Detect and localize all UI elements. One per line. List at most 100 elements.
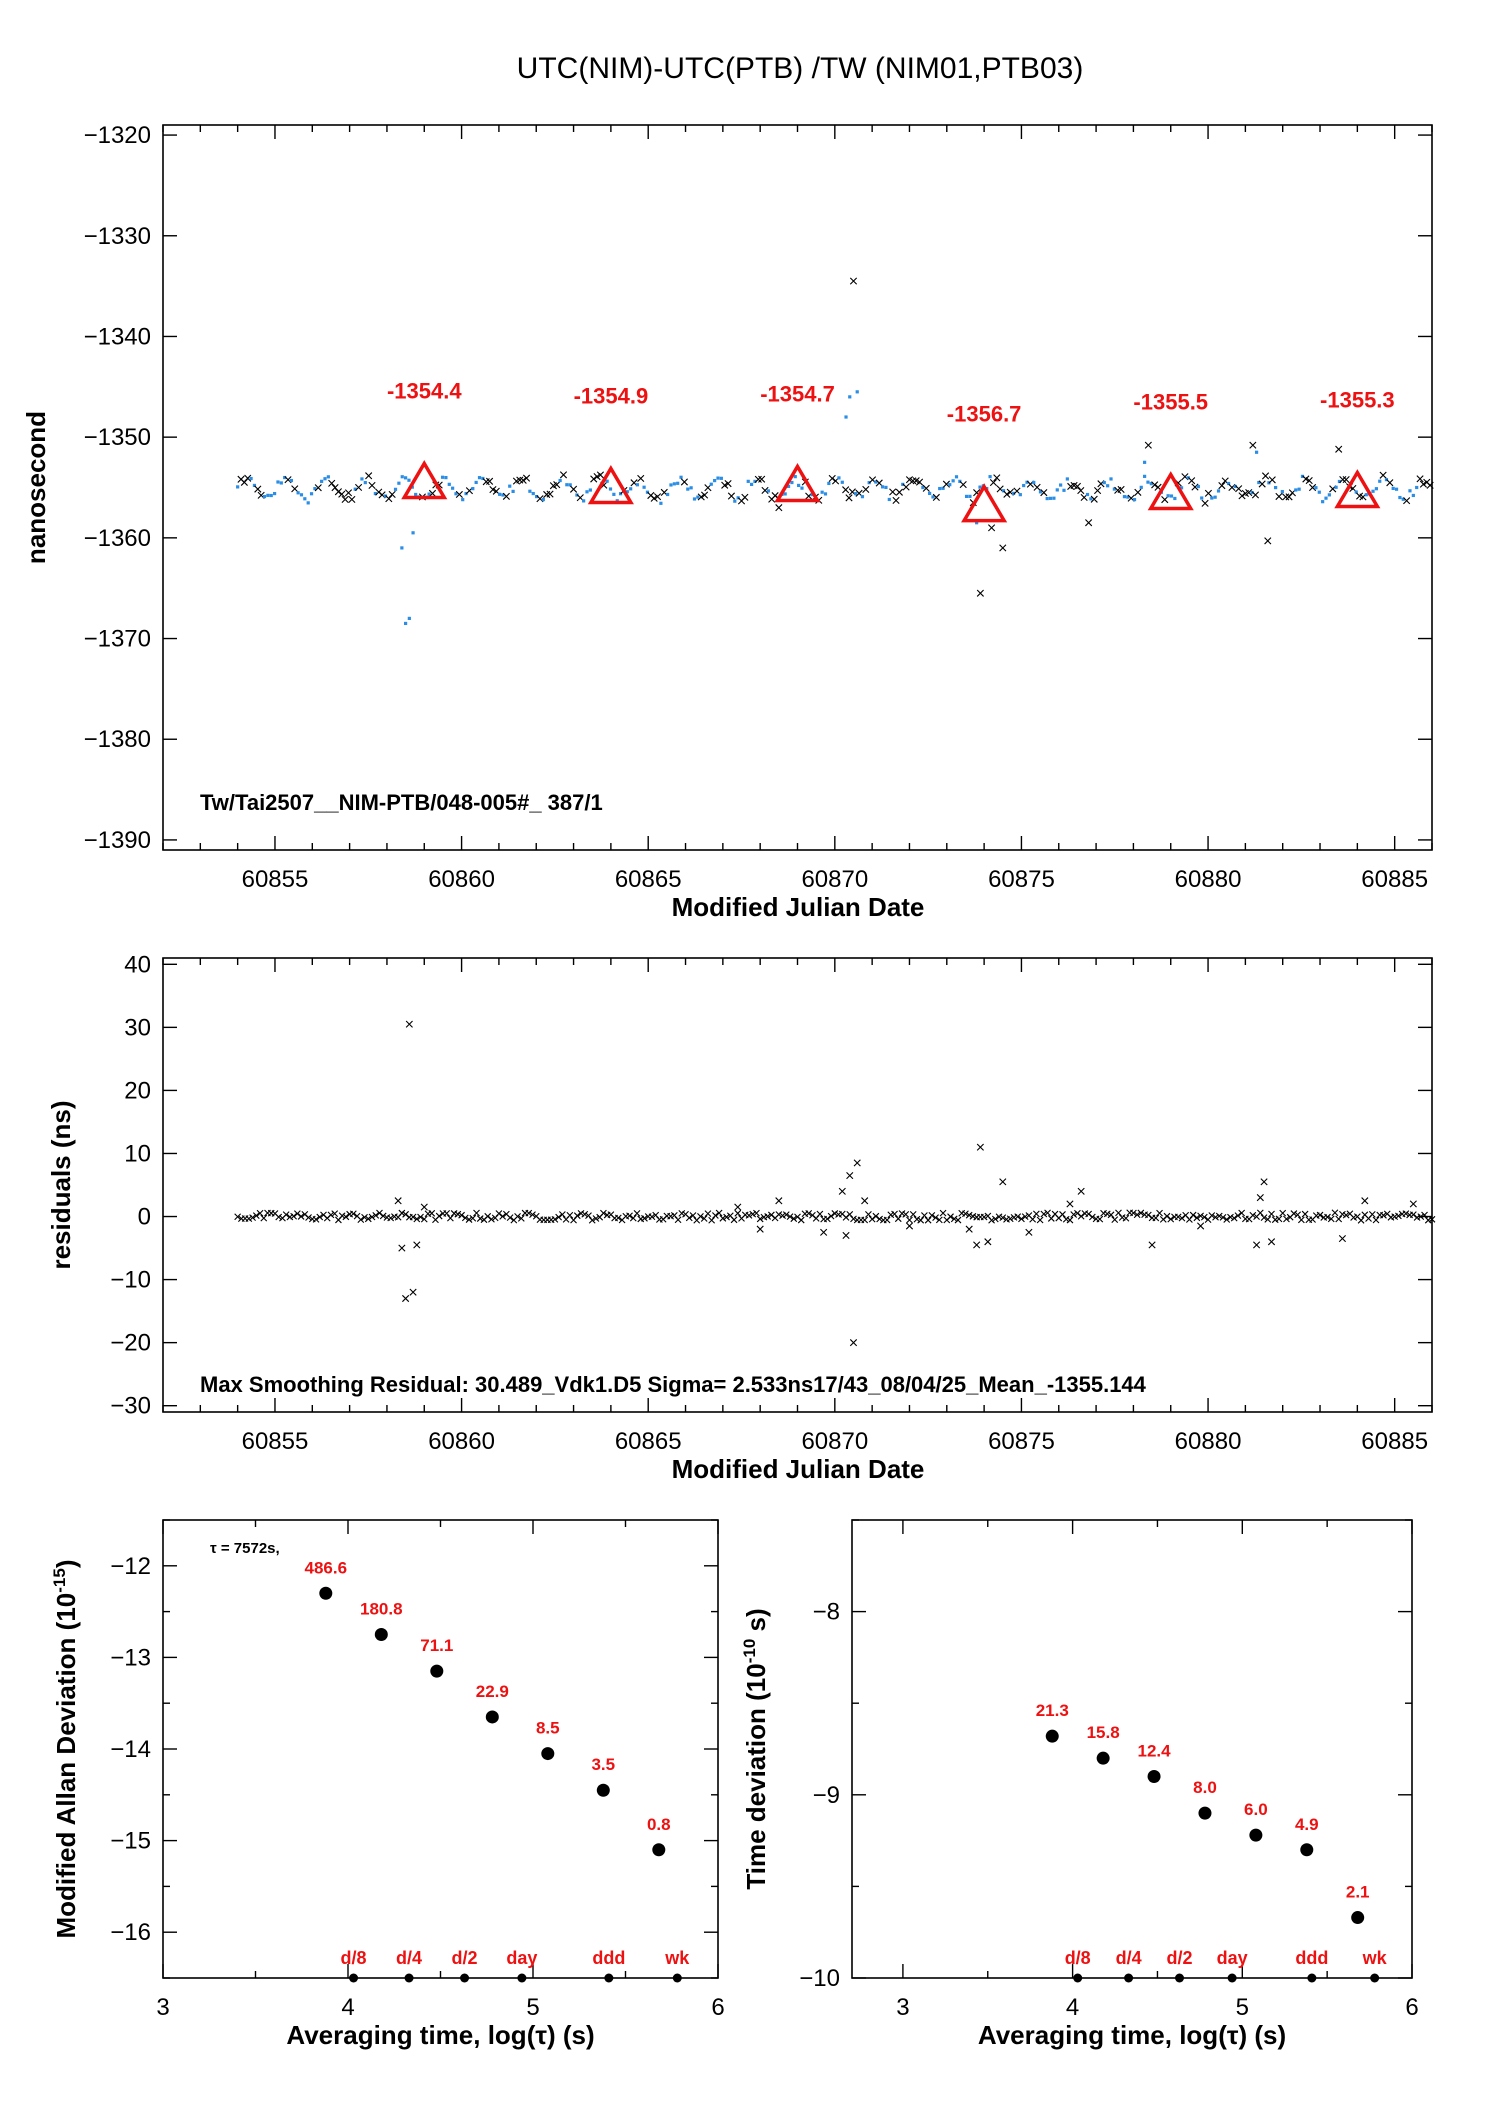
x-tick-label: 60855 [242,866,309,893]
daily-mean-label: -1356.7 [947,402,1022,427]
data-point-blue [266,493,270,497]
x-tick-label: 3 [896,1994,909,2021]
residual-point [349,1210,357,1218]
data-point-blue [1210,496,1214,500]
deviation-point-label: 15.8 [1087,1723,1120,1742]
residual-point [1301,1210,1309,1218]
residual-outlier [1025,1228,1033,1236]
x-tick-label: 60885 [1361,1428,1428,1455]
residual-point [1264,1216,1272,1223]
y-tick-label: −10 [799,1965,840,1992]
figure-title: UTC(NIM)-UTC(PTB) /TW (NIM01,PTB03) [517,52,1084,85]
data-point-blue [1334,485,1338,489]
residual-outlier [838,1187,846,1195]
data-point-black [388,490,396,499]
data-point-blue [629,487,633,491]
deviation-point-label: 180.8 [360,1600,403,1619]
deviation-point-label: 12.4 [1138,1741,1172,1760]
residual-point [909,1210,917,1218]
residual-outlier [409,1288,417,1296]
data-point-blue [414,492,418,497]
data-point-blue [1250,490,1254,495]
data-point-blue [1126,495,1130,499]
residual-point [641,1214,648,1222]
outlier-point-blue [844,415,848,419]
y-tick-label: −14 [110,1736,151,1763]
data-point-blue [1415,485,1419,490]
data-point-blue [1179,486,1184,490]
residual-point [316,1213,324,1221]
residual-point [488,1215,495,1223]
residual-outlier [905,1222,914,1230]
tau-marker [672,1973,682,1983]
data-point-black [559,471,568,479]
data-point-black [596,471,605,479]
data-point-blue [1374,487,1378,491]
residual-outlier [394,1197,402,1205]
residual-point [558,1211,566,1218]
residual-point [1294,1211,1302,1219]
residual-point [1088,1213,1096,1221]
y-tick-label: −30 [110,1393,151,1420]
data-point-black [1245,488,1253,497]
data-point-blue [1025,480,1029,484]
data-point-black [761,486,769,495]
tau-marker [404,1973,414,1983]
tau-marker [1307,1973,1317,1983]
residual-point [723,1213,730,1221]
data-point-blue [1280,489,1284,494]
panel-offset-plot: 60855 60860 60865 60870 60875 60880 60885 −1320… [21,122,1434,922]
deviation-point-label: 71.1 [420,1636,453,1655]
data-point-black [1308,483,1317,492]
data-point-blue [393,487,398,491]
tau-marker-label: d/8 [1065,1948,1091,1968]
data-point-blue [1112,487,1116,491]
residual-point [1029,1215,1037,1223]
data-point-blue [689,486,693,490]
data-point-black [314,484,322,492]
data-point-black [1117,485,1125,494]
residual-point [865,1211,872,1218]
deviation-point [541,1747,555,1761]
residual-outlier [973,1241,981,1249]
data-point-blue [659,501,663,505]
data-point-black [754,475,762,483]
y-axis-label: Time deviation (10-10 s) [740,1608,771,1889]
data-point-blue [508,484,512,488]
x-tick-label: 60870 [801,866,868,893]
data-point-blue [921,485,925,490]
daily-mean-triangle [961,483,1008,523]
data-point-black [365,472,373,480]
data-point-blue [1146,480,1150,484]
data-point-blue [618,492,623,496]
data-point-blue [887,497,891,502]
data-point-blue [427,492,431,496]
residual-outlier [1066,1200,1074,1208]
data-point-blue [837,476,841,480]
tau-marker [1227,1973,1237,1983]
residual-point [413,1215,421,1223]
residual-point [924,1216,932,1224]
residual-point [745,1211,753,1219]
daily-mean-label: -1355.3 [1320,388,1395,413]
residual-point [999,1214,1007,1222]
y-axis-label-end: s) [741,1608,771,1638]
deviation-point [596,1783,610,1797]
panel-time-deviation: 3 4 5 6 −8 −9 −10 Averaging time, log(τ) (s) Tim… [740,1519,1419,2050]
residual-point [932,1214,939,1222]
x-tick-label: 60860 [428,866,495,893]
residual-point [573,1212,581,1220]
residual-point [420,1215,428,1223]
tau-marker [517,1973,527,1983]
data-point-blue [320,479,324,483]
residual-point [1036,1216,1044,1224]
data-point-black [522,474,531,482]
residual-point [293,1210,301,1218]
data-point-blue [713,479,717,483]
residual-point [917,1216,925,1224]
data-point-blue [400,475,404,479]
data-point-blue [931,495,935,499]
data-point-blue [309,492,314,496]
outlier-point-black [1264,537,1272,545]
residual-point [529,1211,536,1219]
